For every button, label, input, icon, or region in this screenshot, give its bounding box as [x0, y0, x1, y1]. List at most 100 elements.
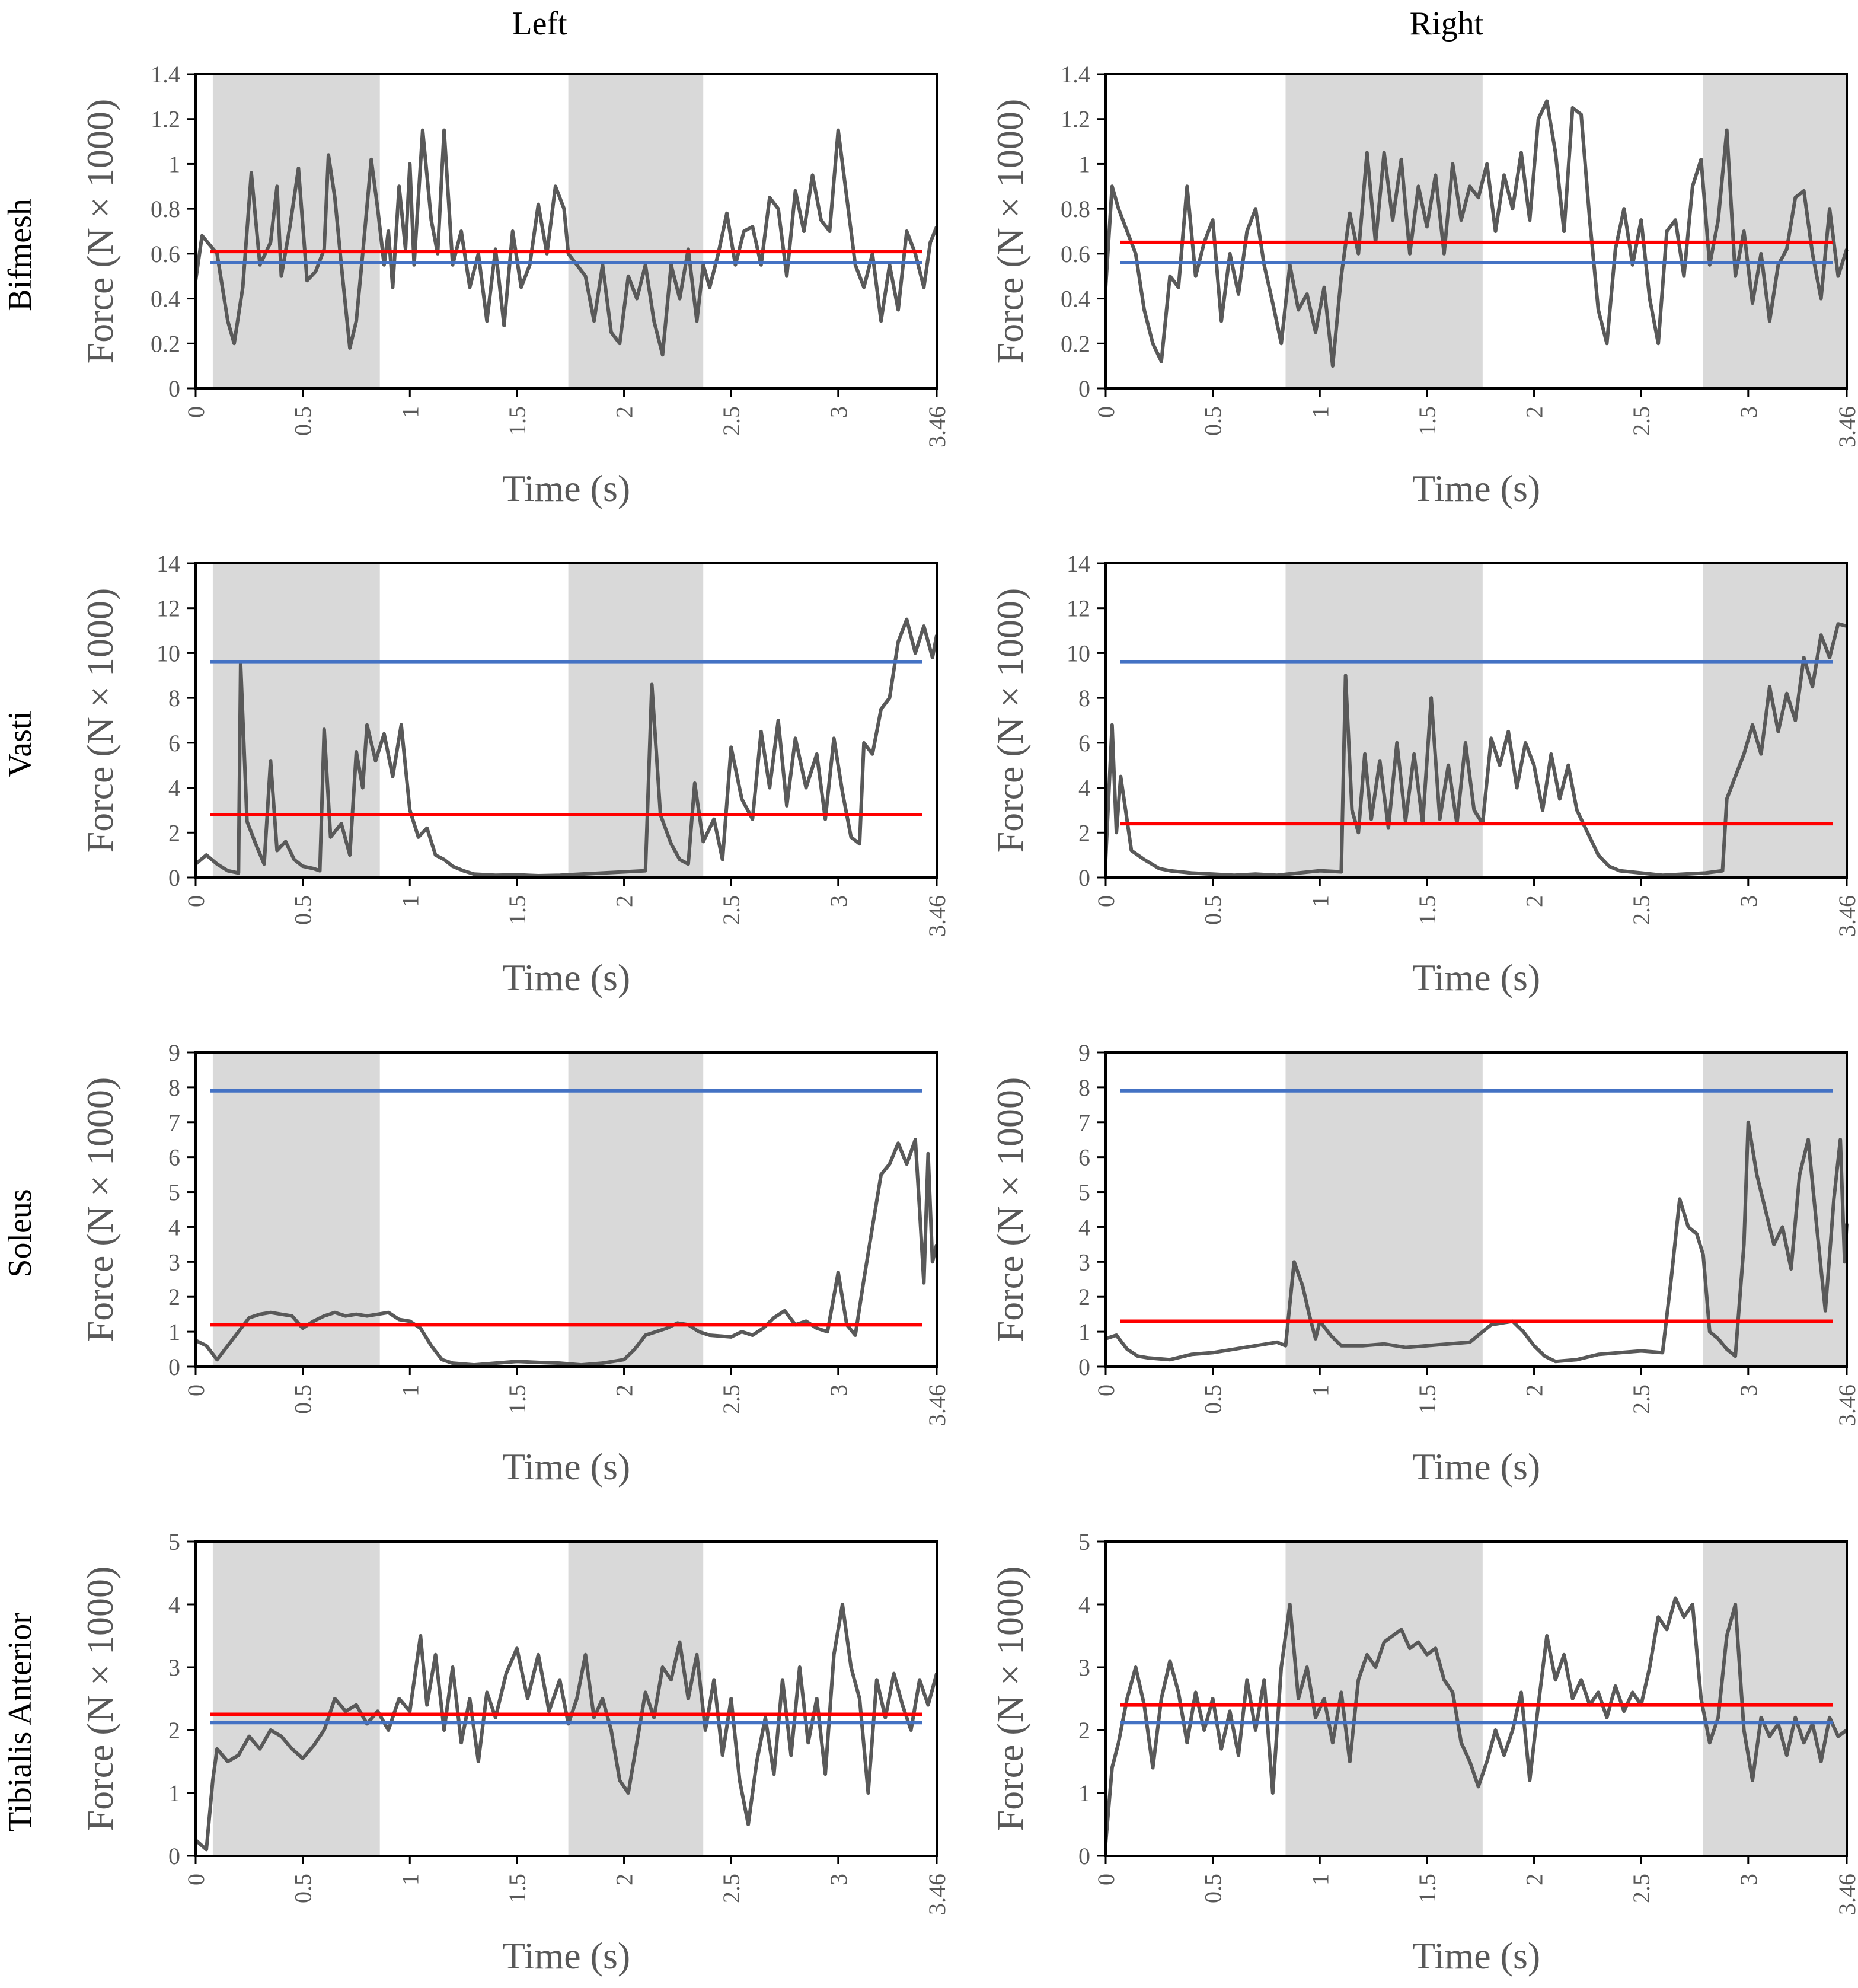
x-tick-label: 2.5	[718, 895, 745, 925]
y-tick-label: 6	[1078, 730, 1090, 757]
y-tick-label: 0	[1078, 1843, 1090, 1869]
shaded-interval-1	[1285, 563, 1483, 877]
row-title-tibialis-anterior: Tibialis Anterior	[2, 1613, 39, 1832]
y-tick-label: 7	[168, 1109, 180, 1136]
x-tick-label: 0.5	[1200, 895, 1227, 925]
x-tick-label: 1	[397, 1874, 423, 1885]
x-tick-label: 1	[1307, 1384, 1333, 1396]
x-tick-label: 3	[825, 895, 852, 907]
x-axis-label: Time (s)	[502, 467, 630, 509]
y-tick-label: 5	[168, 1529, 180, 1555]
x-axis-label: Time (s)	[502, 1935, 630, 1977]
x-tick-label: 0	[1093, 406, 1119, 418]
y-tick-label: 0	[168, 1843, 180, 1869]
x-tick-label: 3.46	[1834, 895, 1858, 937]
y-tick-label: 0.8	[1061, 196, 1090, 222]
shaded-interval-2	[568, 563, 704, 877]
plot-frame	[1104, 1051, 1848, 1368]
x-tick-label: 3	[825, 406, 852, 418]
x-tick-label: 1	[397, 895, 423, 907]
x-tick-label: 2	[1521, 1384, 1548, 1396]
y-tick-label: 1	[168, 151, 180, 177]
shaded-interval-1	[212, 1542, 380, 1856]
x-axis-label: Time (s)	[502, 1445, 630, 1488]
y-tick-label: 7	[1078, 1109, 1090, 1136]
y-tick-label: 0.2	[1061, 330, 1090, 357]
plot-frame	[194, 1540, 938, 1857]
x-tick-label: 3.46	[924, 406, 950, 448]
x-tick-label: 0.5	[290, 1874, 317, 1903]
y-tick-label: 12	[157, 595, 180, 622]
panel-tibialis-anterior-right: 0 1 2 3 4 5 0 0.5 1 1.5 2 2.5 3 3.46 Time (s) Force (N …	[989, 1529, 1858, 1977]
y-tick-label: 2	[168, 1284, 180, 1310]
y-tick-label: 1	[1078, 1319, 1090, 1345]
panel-vasti-right: 0 2 4 6 8 10 12 14 0 0.5 1 1.5 2 2.5 3 3.46 Time (s) Forc…	[989, 550, 1858, 998]
y-tick-label: 6	[1078, 1144, 1090, 1171]
y-axis-label: Force (N × 1000)	[989, 1566, 1031, 1831]
x-tick-label: 3	[1735, 895, 1762, 907]
y-tick-label: 5	[168, 1179, 180, 1206]
shaded-interval-2	[1703, 1542, 1847, 1856]
x-tick-label: 2.5	[718, 1874, 745, 1903]
y-tick-label: 14	[157, 550, 180, 577]
x-axis-label: Time (s)	[1412, 467, 1540, 509]
y-axis-label: Force (N × 1000)	[79, 99, 121, 364]
x-tick-label: 0	[183, 406, 209, 418]
x-tick-label: 2.5	[1628, 1384, 1655, 1414]
x-tick-label: 3	[1735, 1384, 1762, 1396]
y-tick-label: 0.8	[151, 196, 180, 222]
y-tick-label: 0.2	[151, 330, 180, 357]
y-tick-label: 0	[1078, 375, 1090, 402]
row-title-bifmesh: Bifmesh	[2, 199, 39, 311]
x-tick-label: 1.5	[504, 1874, 531, 1903]
force-series-line	[1104, 1596, 1848, 1844]
y-tick-label: 2	[1078, 1284, 1090, 1310]
y-tick-label: 10	[157, 640, 180, 666]
y-tick-label: 8	[168, 685, 180, 711]
x-tick-label: 1.5	[504, 406, 531, 436]
force-series-line	[194, 1138, 938, 1367]
y-tick-label: 10	[1067, 640, 1090, 666]
y-tick-label: 9	[1078, 1039, 1090, 1066]
x-tick-label: 0.5	[1200, 406, 1227, 436]
x-axis-label: Time (s)	[1412, 1445, 1540, 1488]
y-tick-label: 0	[1078, 1354, 1090, 1380]
plot-frame	[194, 73, 938, 390]
y-tick-label: 0.6	[151, 241, 180, 267]
x-tick-label: 1.5	[1414, 1384, 1441, 1414]
x-tick-label: 2.5	[1628, 895, 1655, 925]
y-tick-label: 4	[1078, 1591, 1090, 1618]
y-tick-label: 1.2	[151, 106, 180, 133]
shaded-interval-2	[1703, 1052, 1847, 1367]
y-tick-label: 0	[168, 375, 180, 402]
x-tick-label: 3.46	[924, 1384, 950, 1426]
panel-soleus-right: 0 1 2 3 4 5 6 7 8 9 0 0.5 1 1.5 2 2.5 3 3.46 Time (s) Force…	[989, 1039, 1858, 1488]
x-tick-label: 0.5	[290, 406, 317, 436]
panel-soleus-left: 0 1 2 3 4 5 6 7 8 9 0 0.5 1 1.5 2 2.5 3 3.46 Time (s) Force…	[79, 1039, 950, 1488]
y-tick-label: 8	[168, 1074, 180, 1101]
x-axis-label: Time (s)	[1412, 956, 1540, 998]
y-tick-label: 1.4	[1061, 61, 1090, 88]
x-tick-label: 2.5	[1628, 1874, 1655, 1903]
y-tick-label: 1	[168, 1319, 180, 1345]
y-tick-label: 4	[1078, 1214, 1090, 1240]
y-tick-label: 4	[168, 1591, 180, 1618]
x-tick-label: 3.46	[1834, 1384, 1858, 1426]
plot-frame	[1104, 1540, 1848, 1857]
x-tick-label: 3.46	[924, 1874, 950, 1915]
x-tick-label: 3	[825, 1874, 852, 1885]
x-tick-label: 0	[183, 1384, 209, 1396]
y-tick-label: 14	[1067, 550, 1090, 577]
y-tick-label: 2	[168, 1717, 180, 1744]
shaded-interval-2	[568, 1052, 704, 1367]
x-tick-label: 2	[1521, 1874, 1548, 1885]
y-tick-label: 1	[168, 1780, 180, 1807]
x-axis-label: Time (s)	[1412, 1935, 1540, 1977]
y-axis-label: Force (N × 1000)	[989, 588, 1031, 853]
y-tick-label: 0.6	[1061, 241, 1090, 267]
panels: 0 0.2 0.4 0.6 0.8 1 1.2 1.4 0 0.5 1 1.5 2 2.5 3 3.46 Tim…	[79, 61, 1858, 1977]
x-tick-label: 2	[611, 1874, 638, 1885]
plot-frame	[194, 562, 938, 879]
column-title-right: Right	[1410, 5, 1484, 42]
